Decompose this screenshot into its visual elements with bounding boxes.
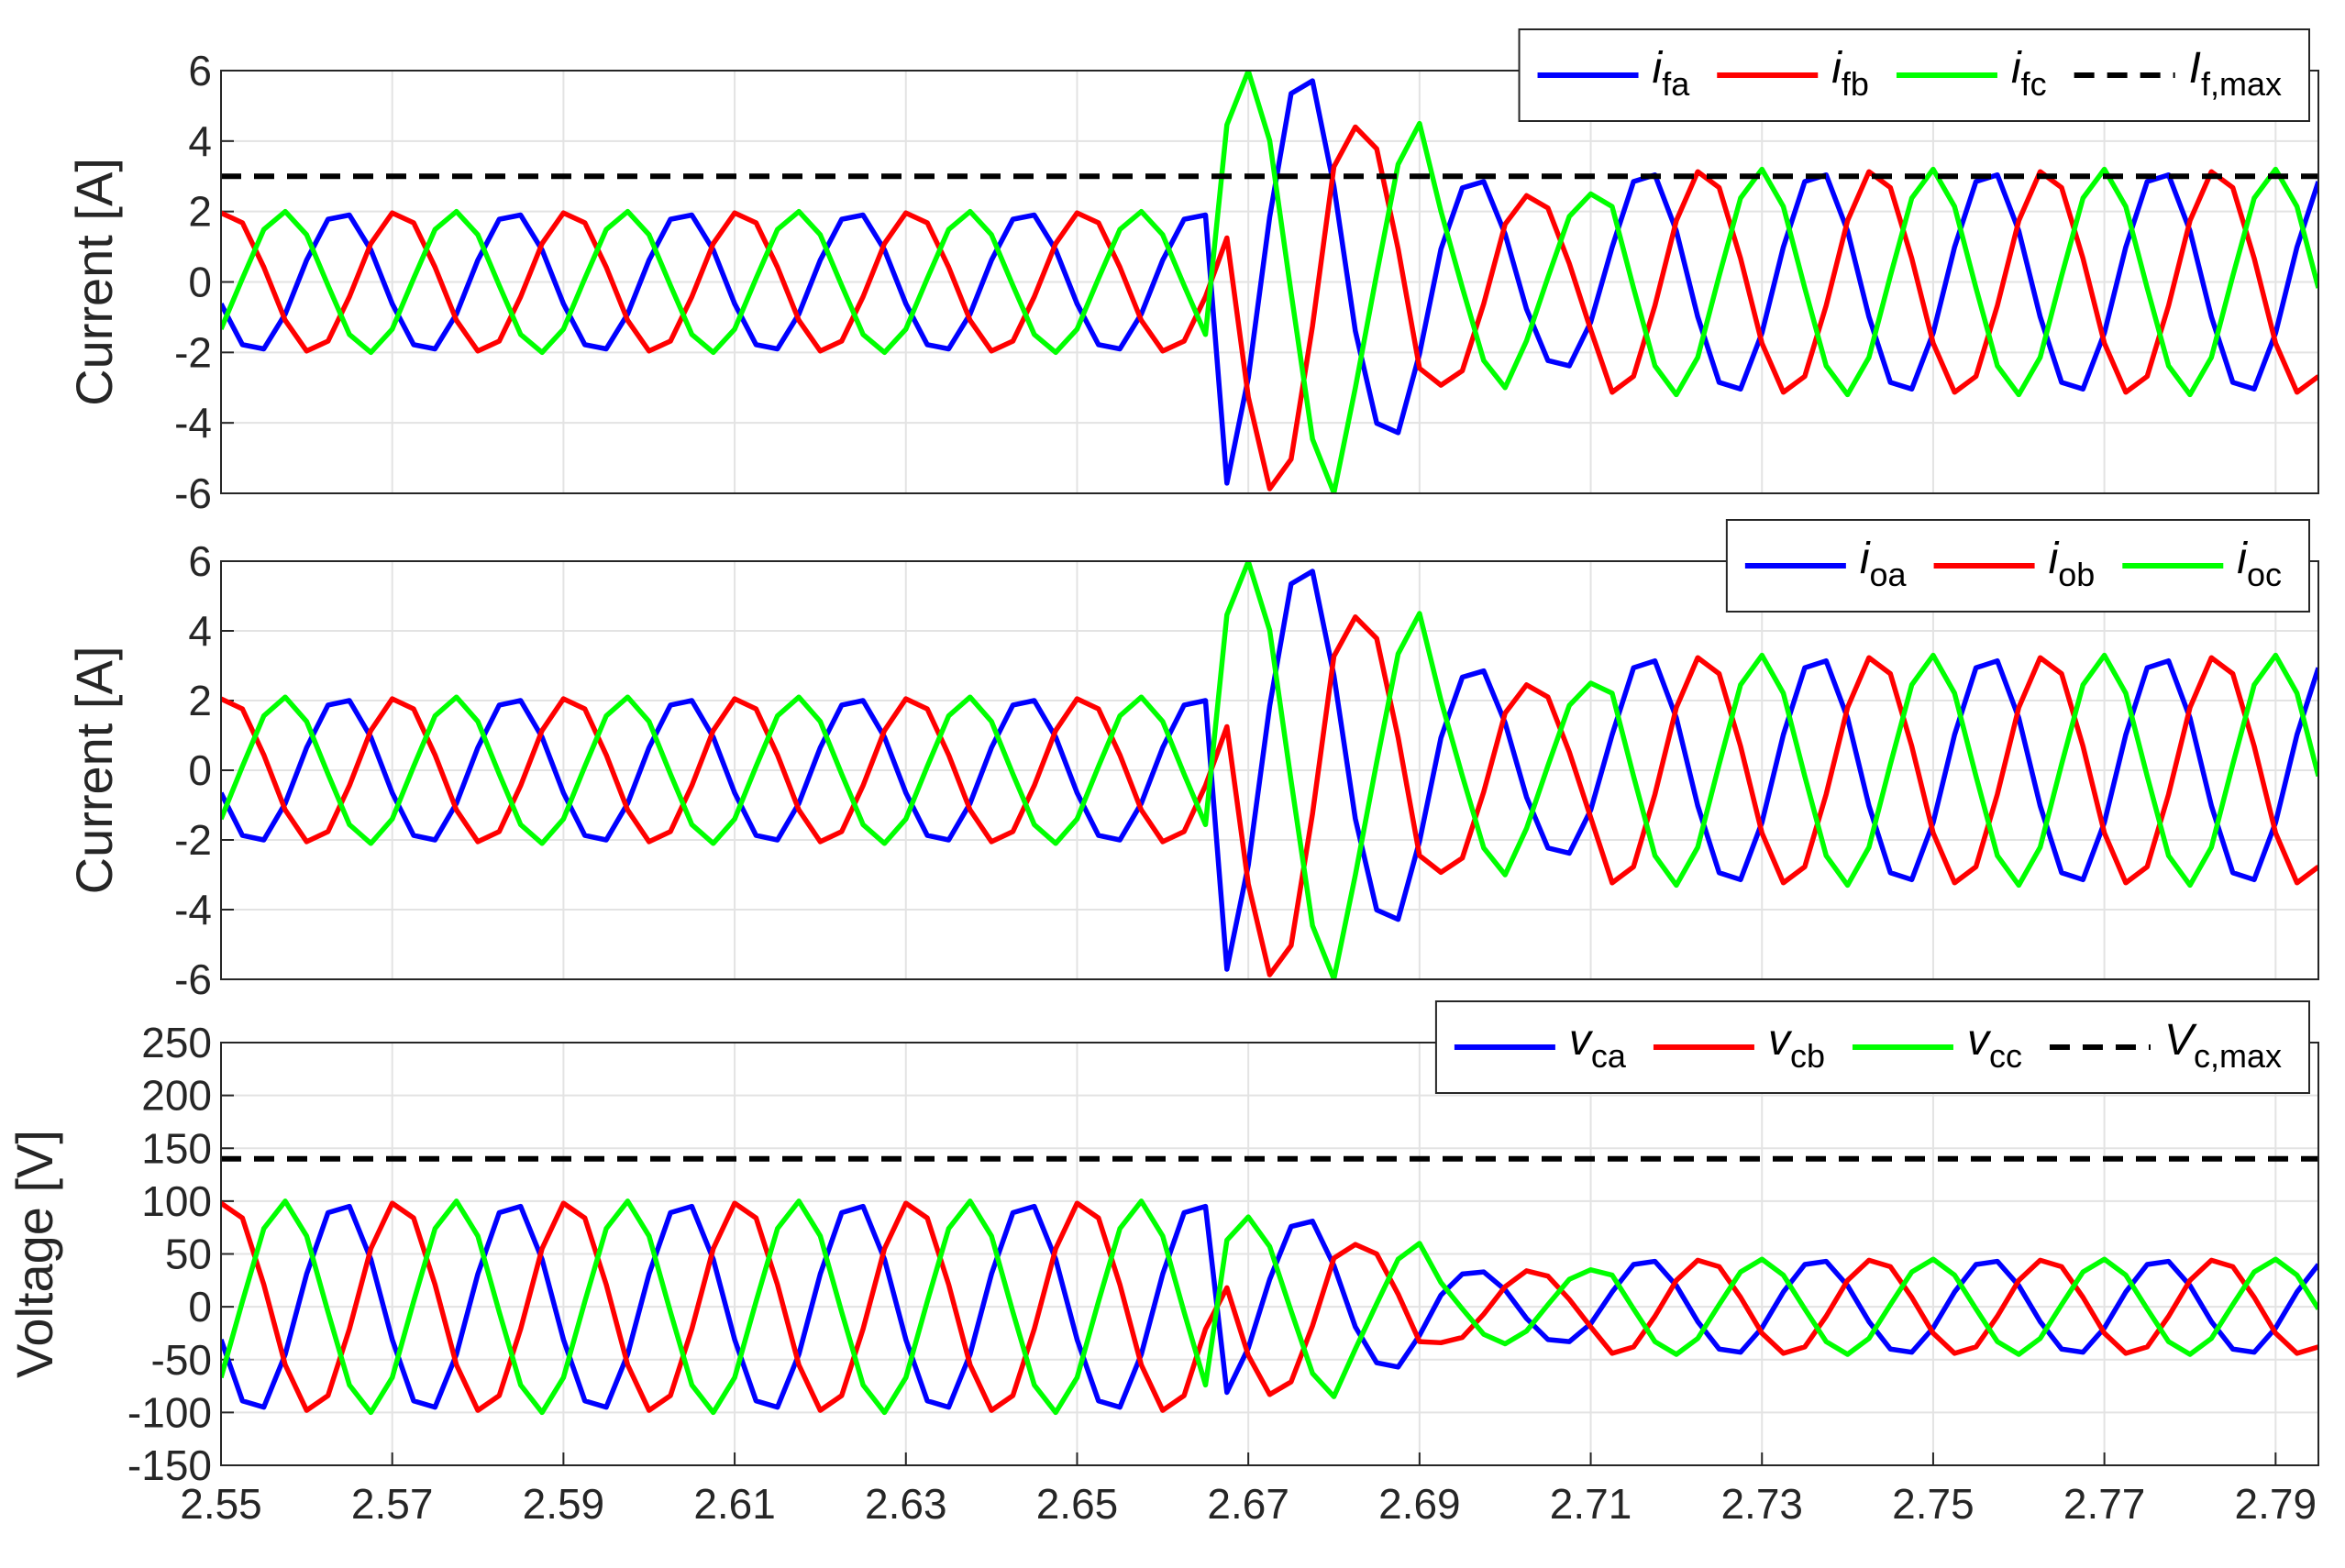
y-tick-label: 6 [188,47,212,94]
y-tick-label: 150 [141,1124,212,1172]
legend-label: vca [1569,1016,1627,1075]
x-tick-label: 2.65 [1036,1480,1119,1528]
legend: vca vcb vcc Vc,max [1434,1000,2310,1094]
x-tick-label: 2.67 [1207,1480,1289,1528]
y-tick-label: 2 [188,677,212,724]
series-line [221,1200,2318,1413]
legend-label: vcc [1967,1016,2022,1075]
y-tick-label: 250 [141,1019,212,1066]
y-tick-label: -2 [174,816,212,864]
x-tick-label: 2.73 [1720,1480,1803,1528]
legend-items: ioa iob ioc [1744,535,2282,593]
legend-label: ifa [1653,44,1691,103]
legend-subscript: ob [2058,556,2095,593]
legend-subscript: fb [1842,65,1869,103]
legend-subscript: fa [1662,65,1690,103]
legend-symbol: i [1831,44,1842,93]
legend-label: ioc [2237,535,2282,593]
legend-subscript: cc [1989,1037,2022,1075]
y-tick-label: -50 [151,1336,212,1384]
legend-symbol: i [2011,44,2022,93]
legend-symbol: i [2049,535,2060,583]
series-line [221,1198,2318,1416]
y-tick-label: -6 [174,469,212,517]
legend-subscript: oc [2247,556,2282,593]
y-tick-label: 6 [188,537,212,585]
legend-items: ifa ifb ifc If,max [1537,44,2282,103]
legend-symbol: v [1569,1016,1594,1065]
x-tick-label: 2.79 [2235,1480,2317,1528]
legend-symbol: v [1768,1016,1793,1065]
y-tick-label: 2 [188,188,212,236]
y-tick-label: 200 [141,1072,212,1120]
legend-symbol: i [1653,44,1664,93]
x-tick-label: 2.77 [2063,1480,2146,1528]
series-line [221,614,2318,977]
series-line [221,124,2318,491]
legend-subscript: fc [2021,65,2047,103]
legend-symbol: v [1967,1016,1992,1065]
legend-symbol: i [2237,535,2248,583]
y-tick-label: -2 [174,328,212,376]
y-tick-label: -150 [127,1441,212,1489]
series-line [221,561,2318,979]
y-axis-label: Current [A] [65,158,123,406]
axes-frame [220,560,2319,980]
x-tick-label: 2.71 [1550,1480,1632,1528]
x-tick-label: 2.69 [1378,1480,1461,1528]
legend-items: vca vcb vcc Vc,max [1454,1016,2282,1075]
x-tick-label: 2.63 [865,1480,947,1528]
legend-subscript: ca [1591,1037,1627,1075]
legend-label: Vc,max [2164,1016,2282,1075]
axes-frame [220,1042,2319,1466]
x-tick-label: 2.59 [523,1480,605,1528]
y-tick-label: 0 [188,259,212,306]
y-tick-label: -4 [174,399,212,447]
legend-subscript: cb [1790,1037,1825,1075]
legend-symbol: V [2164,1016,2197,1065]
legend-label: ioa [1860,535,1908,593]
legend-label: vcb [1768,1016,1825,1075]
y-axis-label: Voltage [V] [6,1130,63,1378]
x-tick-label: 2.55 [180,1480,262,1528]
axes-frame [220,70,2319,494]
y-tick-label: -6 [174,955,212,1003]
legend-label: iob [2049,535,2096,593]
legend-label: ifc [2011,44,2047,103]
y-tick-label: 50 [165,1231,212,1278]
legend-symbol: i [1860,535,1871,583]
x-tick-label: 2.61 [693,1480,776,1528]
legend-subscript: c,max [2194,1037,2282,1075]
y-tick-label: -4 [174,886,212,933]
y-tick-label: 4 [188,607,212,655]
series-line [221,71,2318,493]
y-tick-label: -100 [127,1388,212,1436]
legend-subscript: f,max [2201,65,2282,103]
legend-label: If,max [2189,44,2282,103]
x-tick-label: 2.75 [1892,1480,1974,1528]
legend-symbol: I [2189,44,2201,93]
y-tick-label: 4 [188,117,212,165]
legend: ifa ifb ifc If,max [1518,28,2310,122]
x-tick-label: 2.57 [351,1480,434,1528]
y-tick-label: 0 [188,1283,212,1331]
legend: ioa iob ioc [1725,519,2310,613]
y-axis-label: Current [A] [65,646,123,895]
y-tick-label: 0 [188,746,212,794]
y-tick-label: 100 [141,1177,212,1225]
legend-subscript: oa [1870,556,1908,593]
legend-label: ifb [1831,44,1869,103]
